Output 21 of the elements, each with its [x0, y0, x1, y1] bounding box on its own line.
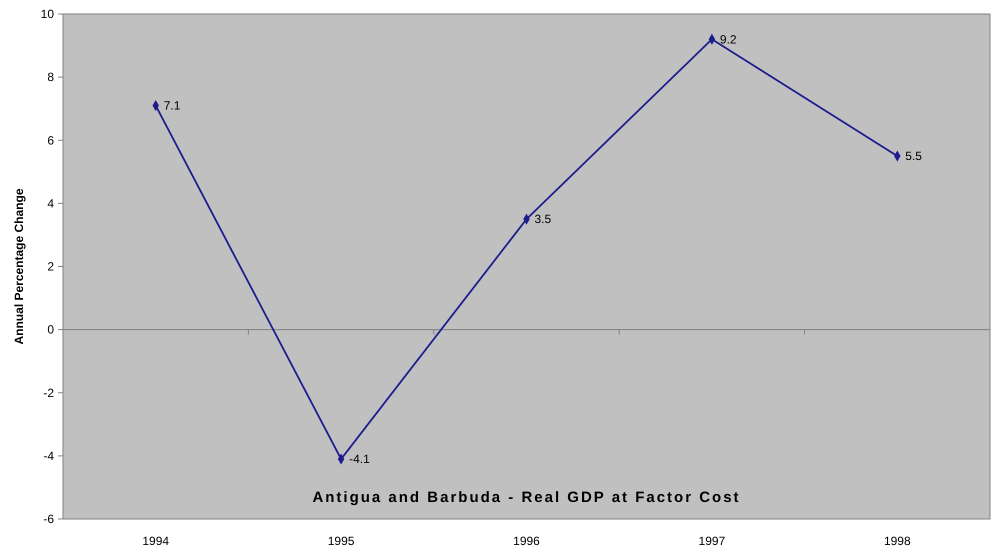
- data-label: 7.1: [164, 98, 181, 113]
- text: Antigua and Barbuda - Real GDP at Factor Cost: [312, 489, 741, 506]
- y-tick-label: 8: [47, 70, 54, 84]
- y-tick-label: -6: [43, 512, 54, 526]
- x-tick-label: 1997: [698, 534, 726, 548]
- x-tick-label: 1995: [328, 534, 355, 548]
- y-tick-label: 4: [47, 196, 54, 210]
- data-label: -4.1: [349, 452, 370, 466]
- y-tick-label: 2: [47, 260, 54, 274]
- y-axis-title: Annual Percentage Change: [12, 188, 26, 345]
- y-tick-label: 10: [40, 7, 54, 21]
- x-tick-label: 1994: [142, 534, 170, 548]
- x-tick-label: 1996: [513, 534, 540, 548]
- y-tick-label: 6: [47, 133, 54, 148]
- y-tick-label: -2: [43, 386, 54, 400]
- y-tick-label: 0: [47, 322, 54, 337]
- data-label: 9.2: [720, 32, 737, 46]
- x-tick-label: 1998: [884, 534, 911, 548]
- data-label: 5.5: [905, 149, 922, 164]
- data-label: 3.5: [534, 212, 552, 226]
- y-tick-label: -4: [43, 448, 54, 463]
